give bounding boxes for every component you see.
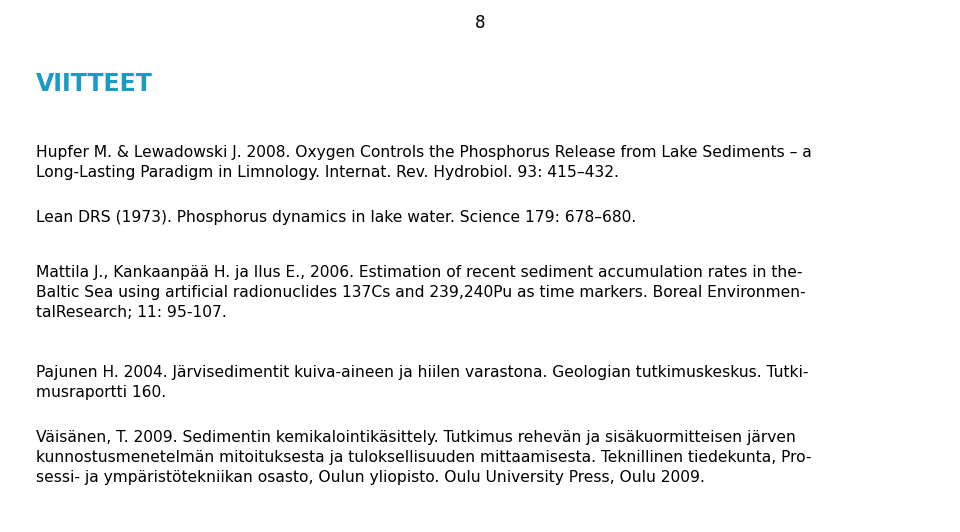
Text: Lean DRS (1973). Phosphorus dynamics in lake water. Science 179: 678–680.: Lean DRS (1973). Phosphorus dynamics in … <box>36 210 636 225</box>
Text: Väisänen, T. 2009. Sedimentin kemikalointikäsittely. Tutkimus rehevän ja sisäkuo: Väisänen, T. 2009. Sedimentin kemikaloin… <box>36 430 796 445</box>
Text: musraportti 160.: musraportti 160. <box>36 385 166 400</box>
Text: Hupfer M. & Lewadowski J. 2008. Oxygen Controls the Phosphorus Release from Lake: Hupfer M. & Lewadowski J. 2008. Oxygen C… <box>36 145 812 160</box>
Text: Pajunen H. 2004. Järvisedimentit kuiva-aineen ja hiilen varastona. Geologian tut: Pajunen H. 2004. Järvisedimentit kuiva-a… <box>36 365 808 380</box>
Text: Baltic Sea using artificial radionuclides 137Cs and 239,240Pu as time markers. B: Baltic Sea using artificial radionuclide… <box>36 285 805 300</box>
Text: Long-Lasting Paradigm in Limnology. Internat. Rev. Hydrobiol. 93: 415–432.: Long-Lasting Paradigm in Limnology. Inte… <box>36 165 619 180</box>
Text: Mattila J., Kankaanpää H. ja Ilus E., 2006. Estimation of recent sediment accumu: Mattila J., Kankaanpää H. ja Ilus E., 20… <box>36 265 803 280</box>
Text: 8: 8 <box>475 14 485 32</box>
Text: sessi- ja ympäristötekniikan osasto, Oulun yliopisto. Oulu University Press, Oul: sessi- ja ympäristötekniikan osasto, Oul… <box>36 470 705 485</box>
Text: talResearch; 11: 95-107.: talResearch; 11: 95-107. <box>36 305 227 320</box>
Text: kunnostusmenetelmän mitoituksesta ja tuloksellisuuden mittaamisesta. Teknillinen: kunnostusmenetelmän mitoituksesta ja tul… <box>36 450 811 465</box>
Text: VIITTEET: VIITTEET <box>36 72 153 96</box>
